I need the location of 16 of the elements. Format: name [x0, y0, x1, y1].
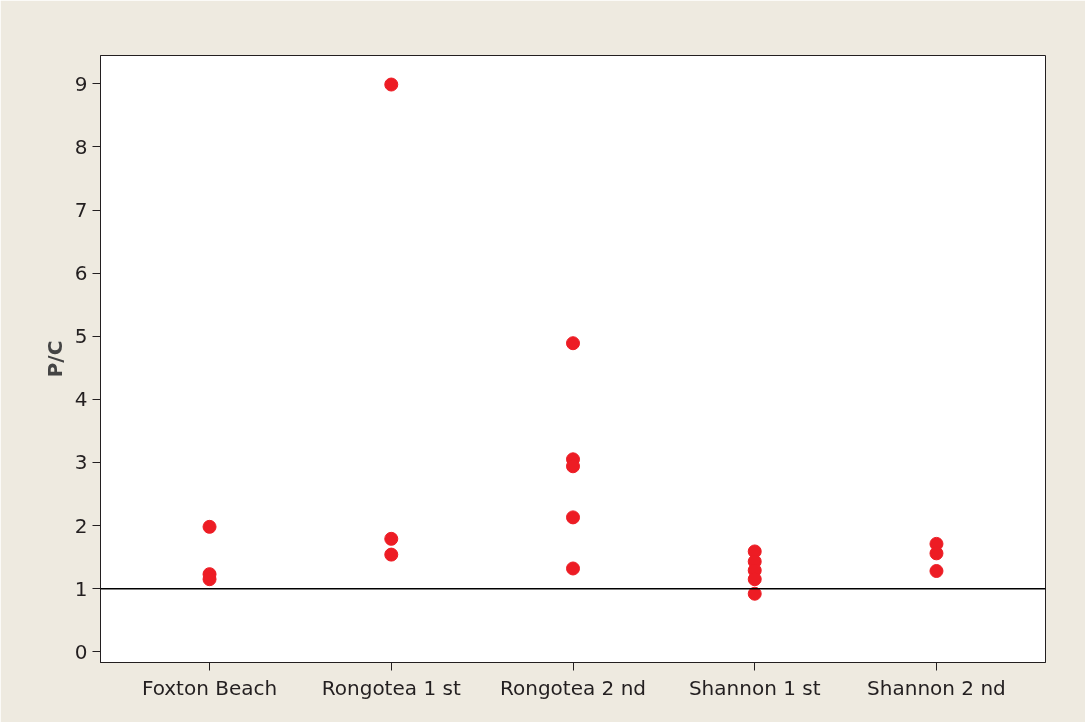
x-tick-label: Shannon 1 st	[688, 675, 821, 700]
y-tick-label: 8	[74, 134, 88, 159]
x-tick-label: Rongotea 2 nd	[499, 675, 647, 700]
y-tick-label: 0	[74, 639, 88, 664]
y-tick-label: 5	[74, 324, 88, 349]
y-axis-title: P/C	[42, 340, 67, 378]
y-tick-label: 6	[74, 261, 88, 286]
y-tick-label: 7	[74, 198, 88, 223]
x-tick-label: Shannon 2 nd	[867, 675, 1006, 700]
y-tick-label: 4	[74, 387, 88, 412]
y-tick-label: 3	[74, 450, 88, 475]
x-tick-label: Rongotea 1 st	[321, 675, 461, 700]
y-tick-label: 9	[74, 71, 88, 96]
y-tick-label: 2	[74, 513, 88, 538]
y-tick-label: 1	[74, 576, 88, 601]
x-tick-label: Foxton Beach	[141, 675, 278, 700]
